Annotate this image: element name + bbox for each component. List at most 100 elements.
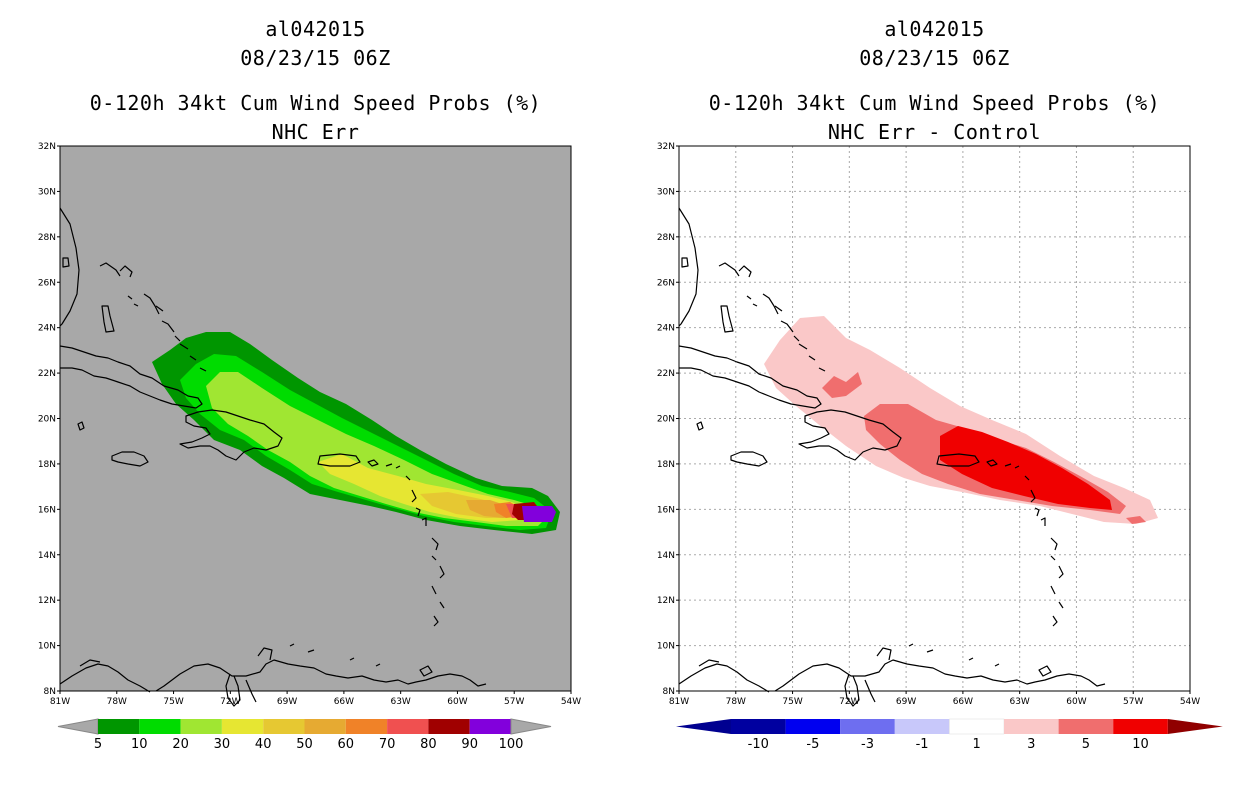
- left-storm-id: al042015: [265, 17, 366, 41]
- left-product-title: 0-120h 34kt Cum Wind Speed Probs (%): [89, 91, 542, 115]
- lon-label: 78W: [726, 697, 746, 707]
- colorbar-swatch: [1004, 719, 1059, 734]
- right-title-block: al042015 08/23/15 06Z 0-120h 34kt Cum Wi…: [679, 15, 1190, 147]
- colorbar-arrow-high: [510, 718, 552, 735]
- colorbar-swatch: [98, 719, 140, 734]
- left-axes: 32N 30N 28N 26N 24N 22N 20N 18N 16N 14N 12N 10N 8N81…: [38, 142, 581, 707]
- left-colorbar: 5 10 20 30 40 50 60 70 80 90 100: [57, 718, 552, 752]
- lon-label: 57W: [1123, 697, 1143, 707]
- lat-label: 30N: [38, 187, 56, 197]
- colorbar-swatch: [428, 719, 470, 734]
- lat-label: 18N: [38, 460, 56, 470]
- colorbar-label: 10: [1132, 737, 1149, 752]
- right-storm-id: al042015: [884, 17, 985, 41]
- colorbar-label: 5: [94, 737, 102, 752]
- left-title-block: al042015 08/23/15 06Z 0-120h 34kt Cum Wi…: [60, 15, 571, 147]
- right-date: 08/23/15 06Z: [859, 46, 1010, 70]
- colorbar-label: 5: [1082, 737, 1090, 752]
- lat-label: 14N: [38, 551, 56, 561]
- colorbar-arrow-low: [57, 718, 99, 735]
- lat-label: 28N: [657, 233, 675, 243]
- lat-label: 12N: [657, 596, 675, 606]
- colorbar-label: 3: [1027, 737, 1035, 752]
- lat-label: 24N: [657, 324, 675, 334]
- colorbar-arrow-low: [676, 719, 731, 734]
- colorbar-label: -1: [916, 737, 929, 752]
- colorbar-swatch: [221, 719, 264, 734]
- lon-label: 81W: [50, 697, 70, 707]
- lon-label: 63W: [390, 697, 410, 707]
- lat-label: 12N: [38, 596, 56, 606]
- colorbar-label: 80: [420, 737, 437, 752]
- lon-label: 60W: [1066, 697, 1086, 707]
- lon-label: 57W: [504, 697, 524, 707]
- colorbar-label: -5: [806, 737, 819, 752]
- colorbar-swatch: [387, 719, 429, 734]
- lat-label: 30N: [657, 187, 675, 197]
- lat-label: 16N: [657, 505, 675, 515]
- lon-label: 72W: [220, 697, 240, 707]
- colorbar-swatch: [894, 719, 950, 734]
- colorbar-label: 70: [379, 737, 396, 752]
- colorbar-label: 20: [172, 737, 189, 752]
- colorbar-label: 60: [338, 737, 355, 752]
- lon-label: 75W: [782, 697, 802, 707]
- colorbar-swatch: [840, 719, 895, 734]
- colorbar-label: -3: [861, 737, 874, 752]
- lat-label: 24N: [38, 324, 56, 334]
- colorbar-swatch: [785, 719, 841, 734]
- lat-label: 32N: [38, 142, 56, 152]
- left-subtitle: NHC Err: [271, 120, 360, 144]
- left-map: 32N 30N 28N 26N 24N 22N 20N 18N 16N 14N 12N 10N 8N81…: [38, 142, 581, 707]
- lat-label: 20N: [657, 415, 675, 425]
- right-gridlines: [679, 146, 1190, 691]
- right-product-title: 0-120h 34kt Cum Wind Speed Probs (%): [708, 91, 1161, 115]
- lat-label: 8N: [44, 687, 56, 697]
- lon-label: 54W: [1180, 697, 1200, 707]
- lat-label: 32N: [657, 142, 675, 152]
- lat-label: 20N: [38, 415, 56, 425]
- colorbar-swatch: [469, 719, 511, 734]
- colorbar-label: 30: [214, 737, 231, 752]
- colorbar-arrow-high: [1167, 719, 1223, 734]
- colorbar-label: 1: [973, 737, 981, 752]
- colorbar-label: 90: [461, 737, 478, 752]
- colorbar-swatch: [1058, 719, 1114, 734]
- right-axes: 32N 30N 28N 26N 24N 22N 20N 18N 16N 14N 12N 10N 8N81…: [657, 142, 1200, 707]
- colorbar-swatch: [1113, 719, 1168, 734]
- colorbar-swatch: [263, 719, 305, 734]
- lat-label: 16N: [38, 505, 56, 515]
- lat-label: 10N: [657, 642, 675, 652]
- lat-label: 22N: [657, 369, 675, 379]
- colorbar-swatch: [304, 719, 346, 734]
- colorbar-label: 100: [499, 737, 524, 752]
- lon-label: 60W: [447, 697, 467, 707]
- lat-label: 26N: [38, 278, 56, 288]
- lat-label: 22N: [38, 369, 56, 379]
- colorbar-swatch: [139, 719, 181, 734]
- left-date: 08/23/15 06Z: [240, 46, 391, 70]
- lon-label: 78W: [107, 697, 127, 707]
- lon-label: 72W: [839, 697, 859, 707]
- lon-label: 66W: [334, 697, 354, 707]
- lon-label: 81W: [669, 697, 689, 707]
- colorbar-label: 50: [296, 737, 313, 752]
- lat-label: 18N: [657, 460, 675, 470]
- colorbar-swatch: [345, 719, 388, 734]
- lat-label: 28N: [38, 233, 56, 243]
- colorbar-swatch: [949, 718, 1005, 735]
- lon-label: 63W: [1009, 697, 1029, 707]
- lat-label: 8N: [663, 687, 675, 697]
- colorbar-swatch: [731, 719, 786, 734]
- lon-label: 69W: [896, 697, 916, 707]
- colorbar-label: 10: [131, 737, 148, 752]
- lon-label: 69W: [277, 697, 297, 707]
- lat-label: 26N: [657, 278, 675, 288]
- left-probability-contours: [152, 332, 560, 534]
- right-difference-contours: [764, 316, 1158, 524]
- right-map: 32N 30N 28N 26N 24N 22N 20N 18N 16N 14N 12N 10N 8N81…: [657, 142, 1200, 707]
- lat-label: 10N: [38, 642, 56, 652]
- right-colorbar: -10 -5 -3 -1 1 3 5 10: [676, 718, 1223, 752]
- lon-label: 54W: [561, 697, 581, 707]
